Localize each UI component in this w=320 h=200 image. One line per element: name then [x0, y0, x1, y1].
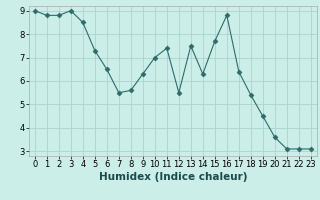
X-axis label: Humidex (Indice chaleur): Humidex (Indice chaleur)	[99, 172, 247, 182]
